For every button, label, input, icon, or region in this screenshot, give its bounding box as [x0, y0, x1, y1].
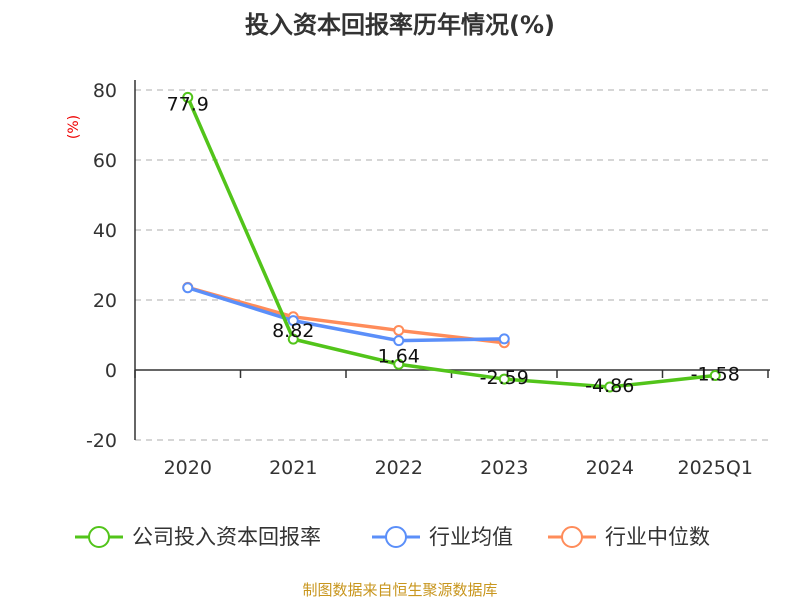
legend-label: 行业均值 — [429, 525, 513, 549]
data-point — [182, 282, 194, 294]
x-tick-label: 2020 — [164, 457, 212, 479]
chart-title: 投入资本回报率历年情况(%) — [245, 11, 555, 39]
series-line-1 — [187, 286, 505, 343]
legend-marker-icon — [88, 526, 110, 548]
data-point — [287, 315, 299, 327]
y-axis-unit: (%) — [66, 115, 82, 139]
legend-item-2[interactable]: 行业中位数 — [548, 525, 710, 549]
x-tick-label: 2025Q1 — [678, 457, 753, 479]
y-tick-label: 20 — [93, 290, 117, 312]
legend-label: 行业中位数 — [605, 525, 710, 549]
data-label: 1.64 — [378, 345, 420, 367]
x-tick-label: 2024 — [586, 457, 634, 479]
series-line-0 — [186, 96, 716, 389]
data-point — [393, 324, 405, 336]
x-tick-label: 2023 — [480, 457, 528, 479]
data-point — [498, 333, 510, 345]
data-point — [498, 373, 510, 385]
legend-item-1[interactable]: 行业均值 — [372, 525, 513, 549]
y-tick-label: 60 — [93, 150, 117, 172]
legend-label: 公司投入资本回报率 — [132, 525, 321, 549]
data-point — [287, 333, 299, 345]
data-point — [393, 358, 405, 370]
data-point — [182, 91, 194, 103]
data-label: -1.58 — [691, 364, 740, 386]
y-tick-label: 80 — [93, 80, 117, 102]
y-tick-label: 40 — [93, 220, 117, 242]
legend-marker-icon — [385, 526, 407, 548]
series-line-2 — [187, 285, 505, 345]
data-label: 77.9 — [167, 93, 209, 115]
data-label: 8.82 — [272, 320, 314, 342]
data-label: -2.59 — [480, 367, 529, 389]
x-tick-label: 2021 — [269, 457, 317, 479]
data-point — [604, 381, 616, 393]
x-tick-label: 2022 — [375, 457, 423, 479]
legend-item-0[interactable]: 公司投入资本回报率 — [75, 525, 321, 549]
y-tick-label: -20 — [86, 430, 117, 452]
data-point — [709, 370, 721, 382]
data-point — [393, 335, 405, 347]
legend-marker-icon — [561, 526, 583, 548]
source-note: 制图数据来自恒生聚源数据库 — [302, 581, 497, 599]
y-tick-label: 0 — [105, 360, 117, 382]
data-label: -4.86 — [585, 375, 634, 397]
